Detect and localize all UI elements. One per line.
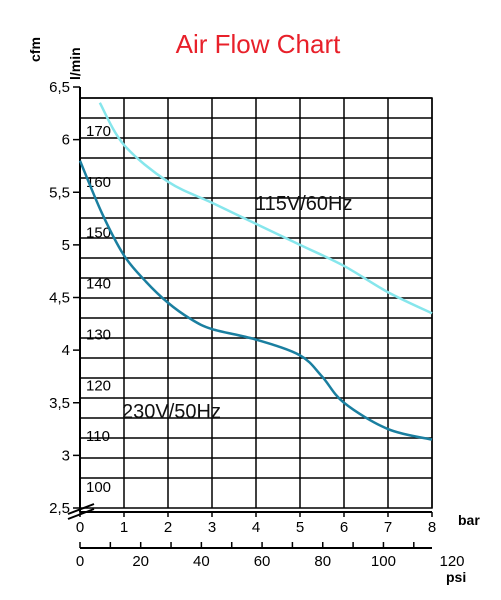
- lmin-axis-label: l/min: [67, 47, 83, 80]
- series-label-230v: 230V/50Hz: [122, 401, 221, 423]
- bar-axis-label: bar: [458, 512, 480, 528]
- cfm-tick-label: 3: [62, 447, 70, 464]
- bar-tick-label: 5: [296, 519, 304, 536]
- psi-tick-label: 0: [76, 553, 84, 570]
- lmin-tick-label: 150: [86, 225, 111, 242]
- psi-tick-label: 60: [254, 553, 271, 570]
- lmin-tick-label: 130: [86, 326, 111, 343]
- psi-tick-label: 100: [371, 553, 396, 570]
- lmin-tick-label: 110: [86, 428, 110, 445]
- cfm-tick-label: 5,5: [49, 184, 70, 201]
- cfm-tick-label: 2,5: [49, 500, 70, 517]
- lmin-tick-label: 120: [86, 377, 111, 394]
- lmin-tick-label: 170: [86, 123, 111, 140]
- bar-tick-label: 4: [252, 519, 260, 536]
- cfm-tick-label: 6,5: [49, 79, 70, 96]
- axis-break-marker: [67, 503, 95, 520]
- bar-tick-label: 2: [164, 519, 172, 536]
- psi-axis-label: psi: [446, 569, 466, 585]
- bar-tick-label: 8: [428, 519, 436, 536]
- cfm-tick-label: 5: [62, 237, 70, 254]
- chart-title: Air Flow Chart: [176, 29, 341, 59]
- cfm-tick-label: 6: [62, 132, 70, 149]
- bar-tick-label: 1: [120, 519, 128, 536]
- bar-tick-label: 3: [208, 519, 216, 536]
- series-label-115v: 115V/60Hz: [255, 193, 352, 215]
- psi-tick-label: 40: [193, 553, 210, 570]
- series-line-1: [78, 160, 433, 441]
- bar-tick-label: 0: [76, 519, 84, 536]
- lmin-tick-label: 140: [86, 276, 111, 293]
- psi-ticks: 0 20 40 60 80 100 120: [76, 542, 465, 570]
- psi-tick-label: 20: [132, 553, 149, 570]
- cfm-axis-label: cfm: [27, 37, 43, 62]
- bar-tick-label: 6: [340, 519, 348, 536]
- bar-ticks: 0 1 2 3 4 5 6 7 8: [76, 512, 436, 536]
- cfm-tick-label: 4: [62, 342, 70, 359]
- cfm-ticks: 6,5 6 5,5 5 4,5 4 3,5 3 2,5: [49, 79, 80, 517]
- lmin-tick-label: 160: [86, 174, 111, 191]
- cfm-tick-label: 4,5: [49, 290, 70, 307]
- lmin-tick-label: 100: [86, 479, 111, 496]
- psi-tick-label: 80: [314, 553, 331, 570]
- chart-grid: [79, 97, 433, 509]
- series-layer: [78, 102, 433, 441]
- psi-tick-label: 120: [439, 553, 464, 570]
- lmin-ticks: 170 160 150 140 130 120 110 100: [86, 123, 111, 496]
- bar-tick-label: 7: [384, 519, 392, 536]
- series-line-0: [98, 102, 433, 315]
- cfm-tick-label: 3,5: [49, 395, 70, 412]
